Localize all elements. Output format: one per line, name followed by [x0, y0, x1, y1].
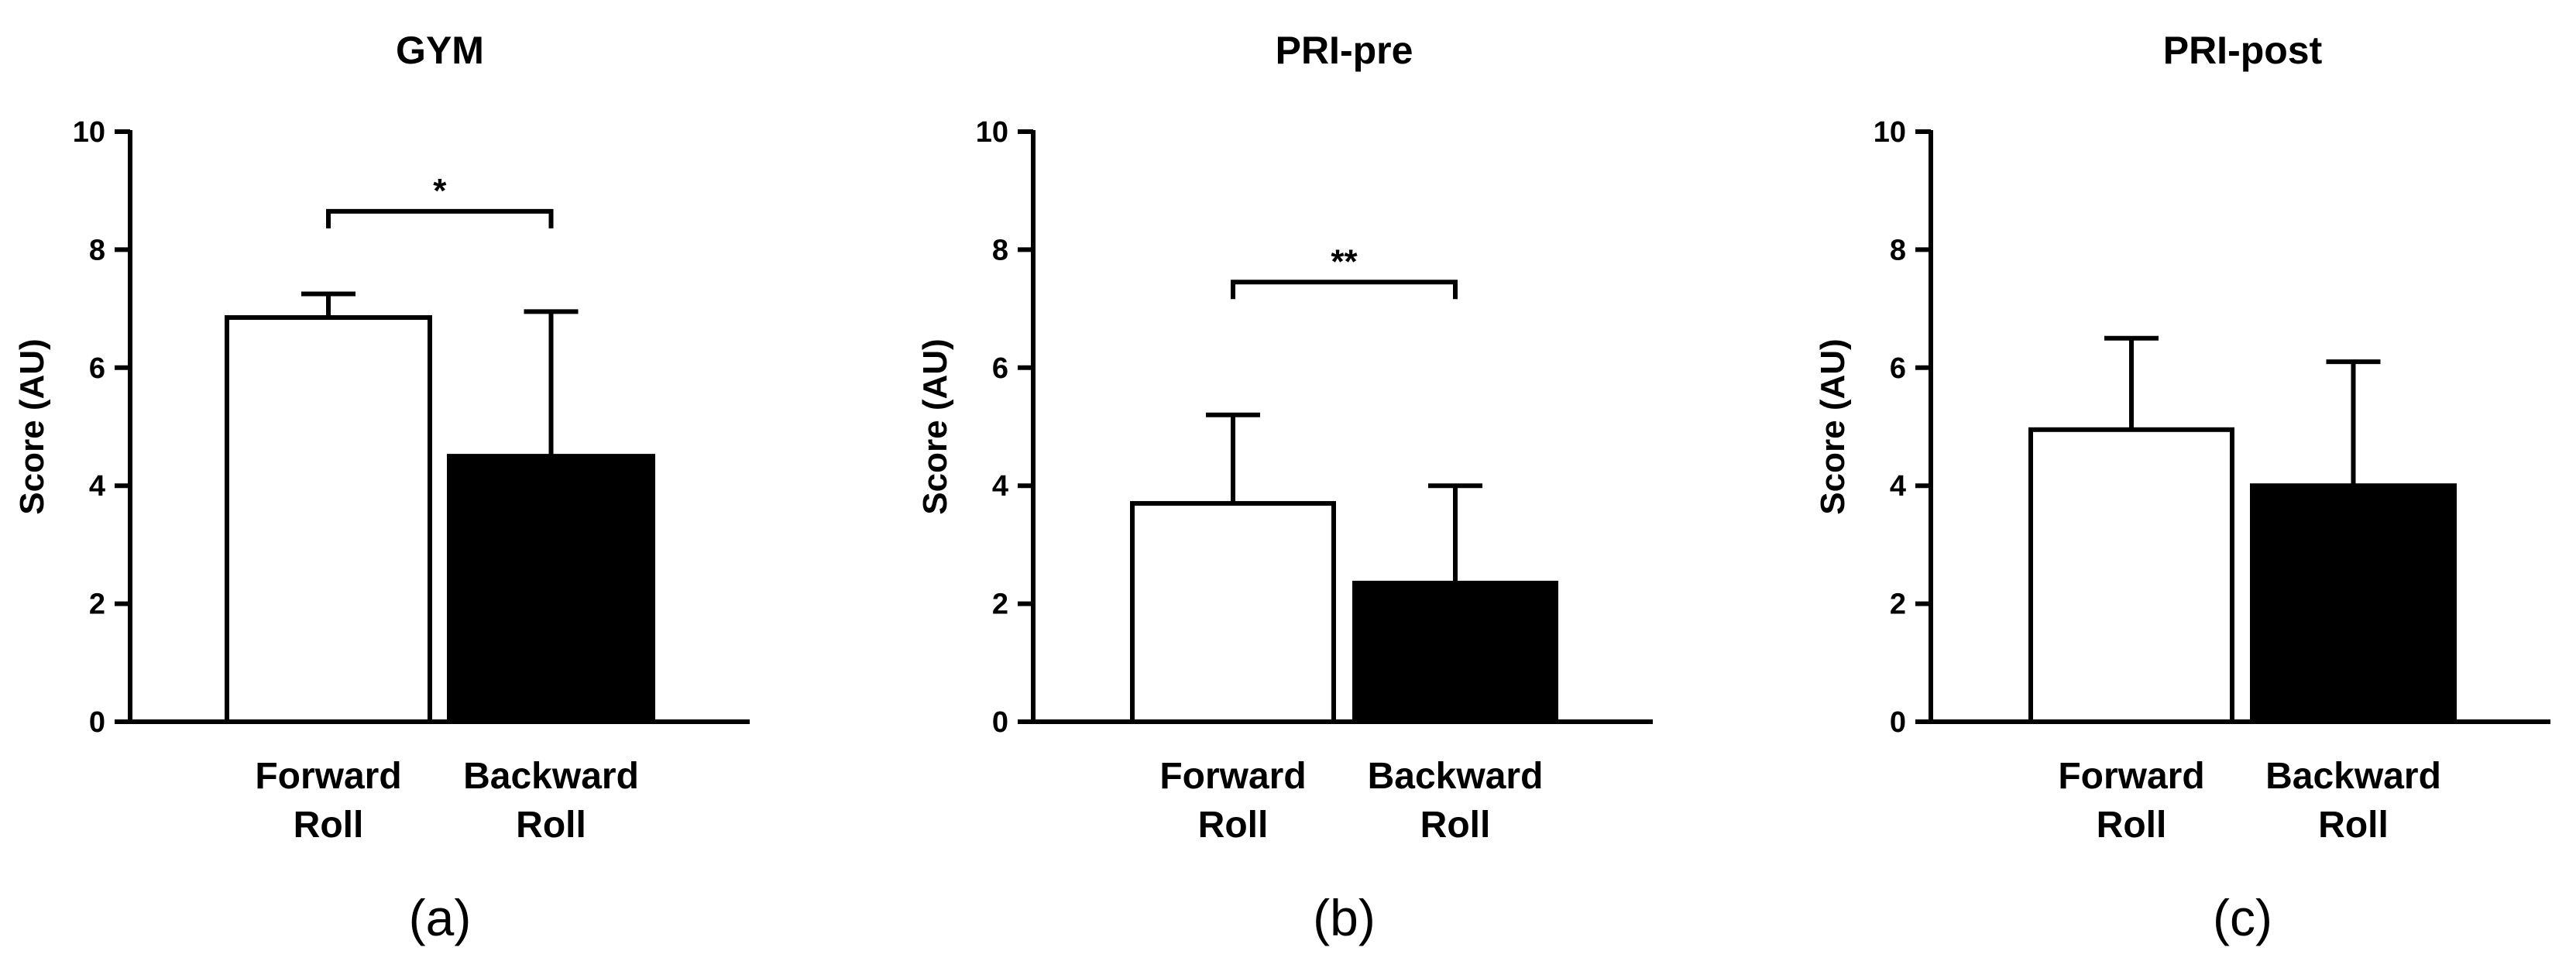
chart-panel-1: GYM Score (AU) 0 2 4 6 8 10 Forward Roll Backward R…	[13, 29, 750, 946]
y-tick-label: 4	[89, 470, 105, 503]
y-tick-label: 4	[992, 470, 1008, 503]
x-category-label: Backward	[2265, 756, 2441, 797]
y-tick-label: 0	[992, 706, 1008, 739]
bar-backward-roll	[2250, 483, 2457, 724]
y-tick-label: 6	[89, 352, 105, 385]
panel-label: (c)	[2213, 889, 2272, 946]
y-tick-label: 6	[1890, 352, 1906, 385]
bar-forward-roll	[2028, 427, 2234, 724]
chart-panel-3: PRI-post Score (AU) 0 2 4 6 8 10 Forward Roll Back…	[1814, 29, 2550, 946]
y-tick-label: 8	[1890, 234, 1906, 266]
y-tick-label: 2	[89, 589, 105, 621]
y-tick-label: 10	[1874, 116, 1906, 149]
y-axis-label: Score (AU)	[916, 338, 954, 514]
bar-backward-roll	[447, 454, 655, 724]
y-tick-label: 10	[73, 116, 105, 149]
y-tick-label: 0	[89, 706, 105, 739]
chart-title: GYM	[396, 29, 484, 72]
x-category-label: Roll	[1198, 805, 1269, 846]
x-category-label: Backward	[463, 756, 639, 797]
x-category-label: Roll	[516, 805, 586, 846]
panel-label: (b)	[1313, 889, 1376, 946]
significance-bracket	[1231, 280, 1458, 300]
chart-title: PRI-post	[2163, 29, 2323, 72]
y-axis-label: Score (AU)	[1814, 338, 1852, 514]
y-tick-label: 10	[976, 116, 1008, 149]
x-category-label: Roll	[2318, 805, 2389, 846]
x-category-label: Forward	[1159, 756, 1306, 797]
chart-title: PRI-pre	[1276, 29, 1413, 72]
x-category-label: Forward	[255, 756, 401, 797]
y-tick-label: 0	[1890, 706, 1906, 739]
x-category-label: Forward	[2058, 756, 2204, 797]
y-tick-label: 4	[1890, 470, 1906, 503]
x-category-label: Roll	[2097, 805, 2167, 846]
y-axis-label: Score (AU)	[13, 338, 51, 514]
panel-label: (a)	[409, 889, 472, 946]
y-tick-label: 2	[992, 589, 1008, 621]
y-tick-label: 2	[1890, 589, 1906, 621]
y-tick-label: 8	[992, 234, 1008, 266]
x-category-label: Backward	[1368, 756, 1544, 797]
x-category-label: Roll	[1420, 805, 1491, 846]
bar-forward-roll	[225, 315, 432, 724]
significance-label: **	[1331, 242, 1358, 280]
significance-bracket	[326, 208, 554, 228]
x-category-label: Roll	[294, 805, 364, 846]
y-tick-label: 6	[992, 352, 1008, 385]
chart-panel-2: PRI-pre Score (AU) 0 2 4 6 8 10 Forward Roll Backw…	[916, 29, 1653, 946]
y-tick-label: 8	[89, 234, 105, 266]
bar-forward-roll	[1130, 501, 1336, 724]
significance-label: *	[433, 172, 447, 210]
bar-backward-roll	[1352, 580, 1558, 724]
